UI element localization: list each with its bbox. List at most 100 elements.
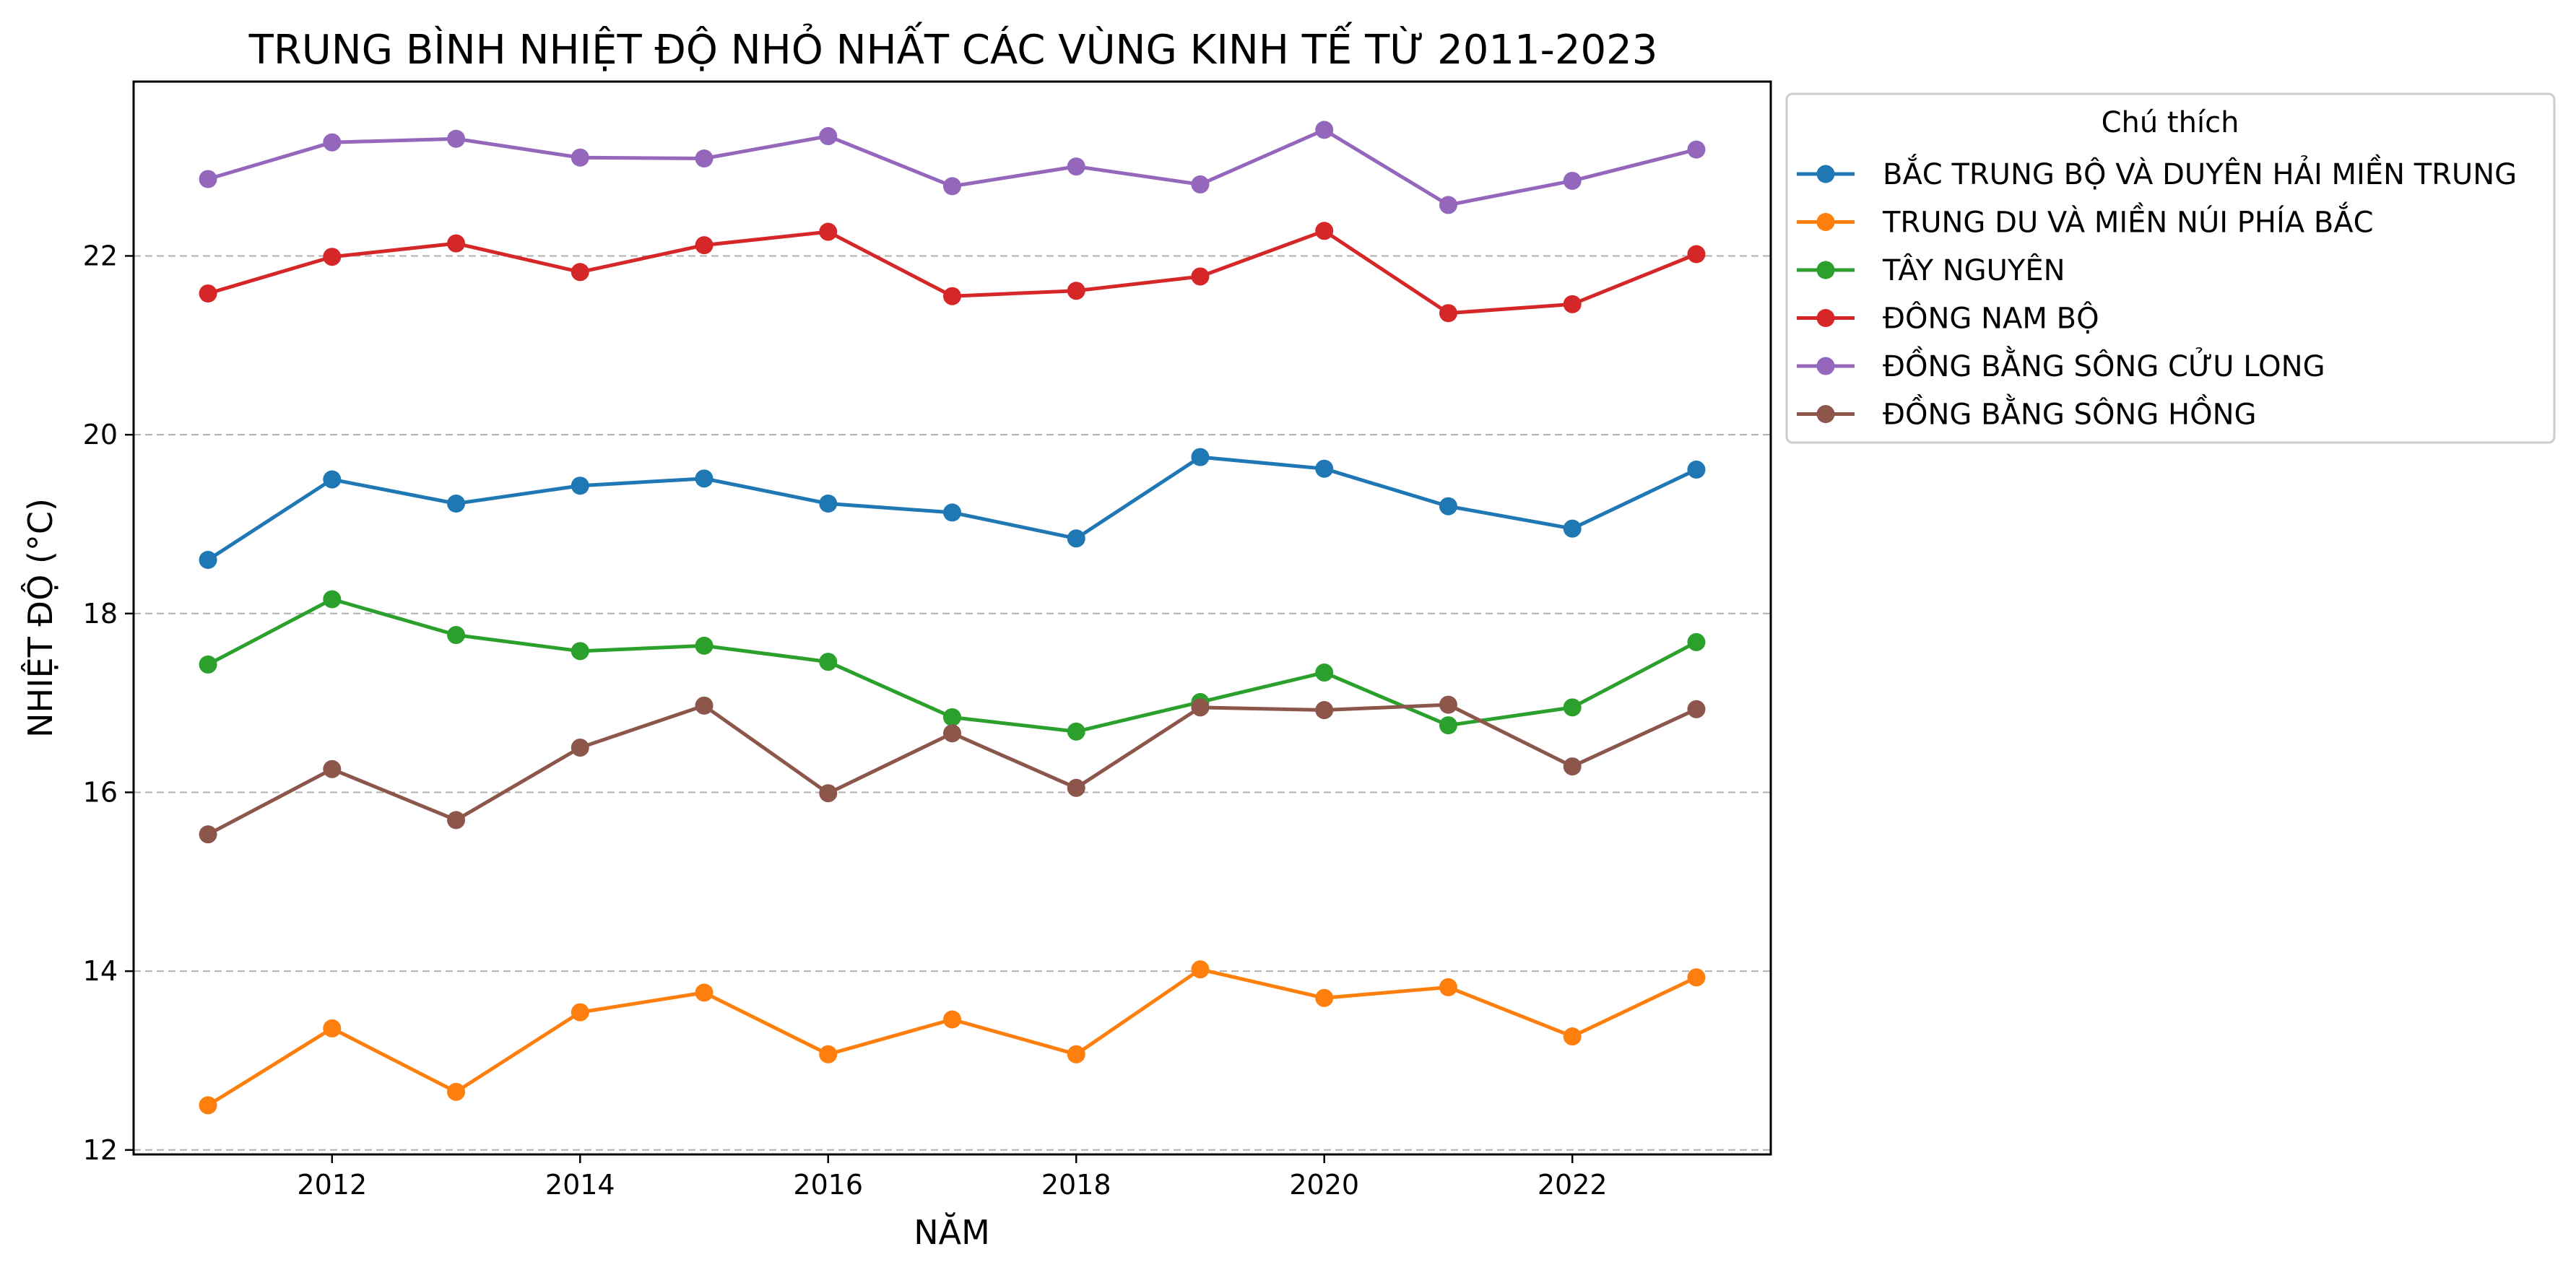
data-point bbox=[323, 133, 342, 152]
data-point bbox=[447, 234, 466, 253]
data-point bbox=[1687, 700, 1706, 718]
data-point bbox=[323, 590, 342, 609]
data-point bbox=[1439, 497, 1457, 515]
legend-item: BẮC TRUNG BỘ VÀ DUYÊN HẢI MIỀN TRUNG bbox=[1797, 153, 2517, 191]
series-2 bbox=[199, 960, 1706, 1115]
legend: Chú thích BẮC TRUNG BỘ VÀ DUYÊN HẢI MIỀN… bbox=[1785, 92, 2556, 444]
x-tick-label: 2022 bbox=[1538, 1169, 1608, 1201]
data-point bbox=[571, 1003, 589, 1022]
legend-swatch-marker bbox=[1816, 165, 1835, 183]
data-point bbox=[1687, 245, 1706, 264]
y-tick-label: 16 bbox=[83, 776, 118, 808]
data-point bbox=[323, 470, 342, 489]
data-point bbox=[1191, 698, 1210, 717]
data-point bbox=[447, 129, 466, 148]
data-point bbox=[1687, 632, 1706, 651]
data-point bbox=[695, 236, 714, 255]
data-point bbox=[1067, 1045, 1085, 1063]
legend-label: BẮC TRUNG BỘ VÀ DUYÊN HẢI MIỀN TRUNG bbox=[1883, 153, 2517, 191]
data-point bbox=[1191, 175, 1210, 193]
data-point bbox=[323, 248, 342, 266]
data-point bbox=[199, 170, 217, 188]
data-point bbox=[447, 811, 466, 830]
data-point bbox=[323, 1019, 342, 1037]
data-point bbox=[1563, 295, 1582, 313]
data-point bbox=[1439, 716, 1457, 735]
legend-item: ĐỒNG BẰNG SÔNG CỬU LONG bbox=[1797, 345, 2325, 383]
legend-item: TÂY NGUYÊN bbox=[1797, 253, 2065, 287]
data-point bbox=[323, 760, 342, 778]
legend-label: ĐỒNG BẰNG SÔNG CỬU LONG bbox=[1883, 345, 2325, 383]
data-point bbox=[1563, 698, 1582, 717]
data-point bbox=[695, 149, 714, 167]
x-tick-label: 2018 bbox=[1041, 1169, 1111, 1201]
data-point bbox=[1563, 1027, 1582, 1046]
data-point bbox=[1563, 519, 1582, 538]
legend-swatch-marker bbox=[1816, 357, 1835, 375]
legend-label: TÂY NGUYÊN bbox=[1882, 253, 2065, 287]
data-point bbox=[1315, 222, 1334, 240]
data-point bbox=[1687, 140, 1706, 159]
data-point bbox=[447, 1082, 466, 1101]
data-point bbox=[943, 287, 961, 305]
y-tick-label: 12 bbox=[83, 1134, 118, 1166]
data-point bbox=[819, 127, 838, 146]
data-point bbox=[819, 653, 838, 671]
legend-item: TRUNG DU VÀ MIỀN NÚI PHÍA BẮC bbox=[1797, 201, 2374, 240]
legend-item: ĐỒNG BẰNG SÔNG HỒNG bbox=[1797, 393, 2257, 432]
x-axis-label: NĂM bbox=[914, 1212, 990, 1252]
data-point bbox=[447, 494, 466, 513]
x-tick-label: 2012 bbox=[297, 1169, 367, 1201]
legend-swatch-marker bbox=[1816, 309, 1835, 327]
data-point bbox=[943, 1010, 961, 1029]
data-point bbox=[199, 1096, 217, 1115]
legend-items: BẮC TRUNG BỘ VÀ DUYÊN HẢI MIỀN TRUNG TRUN… bbox=[1797, 153, 2517, 432]
data-point bbox=[1067, 157, 1085, 176]
data-point bbox=[571, 148, 589, 167]
plot-area-frame bbox=[132, 80, 1772, 1156]
data-point bbox=[1191, 267, 1210, 286]
data-point bbox=[943, 177, 961, 196]
data-point bbox=[819, 494, 838, 513]
data-point bbox=[1315, 459, 1334, 478]
data-point bbox=[1067, 778, 1085, 797]
data-point bbox=[571, 739, 589, 757]
data-point bbox=[1687, 460, 1706, 479]
data-point bbox=[1563, 171, 1582, 190]
y-tick-label: 14 bbox=[83, 955, 118, 987]
y-tick-label: 20 bbox=[83, 419, 118, 451]
data-point bbox=[1191, 960, 1210, 979]
data-point bbox=[943, 724, 961, 743]
data-point bbox=[1067, 722, 1085, 741]
legend-swatch-marker bbox=[1816, 213, 1835, 231]
data-point bbox=[1067, 282, 1085, 300]
data-point bbox=[571, 642, 589, 661]
data-point bbox=[1191, 448, 1210, 466]
data-point bbox=[1439, 978, 1457, 996]
data-point bbox=[1067, 529, 1085, 548]
data-point bbox=[1315, 121, 1334, 139]
data-point bbox=[695, 636, 714, 655]
legend-label: ĐỒNG BẰNG SÔNG HỒNG bbox=[1883, 393, 2257, 432]
y-axis-label: NHIỆT ĐỘ (°C) bbox=[20, 498, 60, 738]
series-layer bbox=[199, 121, 1706, 1115]
data-point bbox=[1439, 304, 1457, 323]
legend-item: ĐÔNG NAM BỘ bbox=[1797, 301, 2099, 336]
data-point bbox=[819, 784, 838, 803]
data-point bbox=[1439, 695, 1457, 714]
data-point bbox=[1563, 757, 1582, 776]
data-point bbox=[1439, 196, 1457, 214]
data-point bbox=[1315, 988, 1334, 1007]
data-point bbox=[695, 696, 714, 715]
data-point bbox=[199, 825, 217, 844]
chart-title: TRUNG BÌNH NHIỆT ĐỘ NHỎ NHẤT CÁC VÙNG KI… bbox=[248, 22, 1658, 74]
data-point bbox=[819, 222, 838, 241]
legend-label: TRUNG DU VÀ MIỀN NÚI PHÍA BẮC bbox=[1882, 201, 2374, 240]
x-tick-label: 2020 bbox=[1289, 1169, 1359, 1201]
legend-title: Chú thích bbox=[2102, 106, 2239, 139]
grid-lines bbox=[134, 255, 1771, 1151]
data-point bbox=[943, 708, 961, 726]
data-point bbox=[1315, 701, 1334, 720]
series-1 bbox=[199, 448, 1706, 570]
